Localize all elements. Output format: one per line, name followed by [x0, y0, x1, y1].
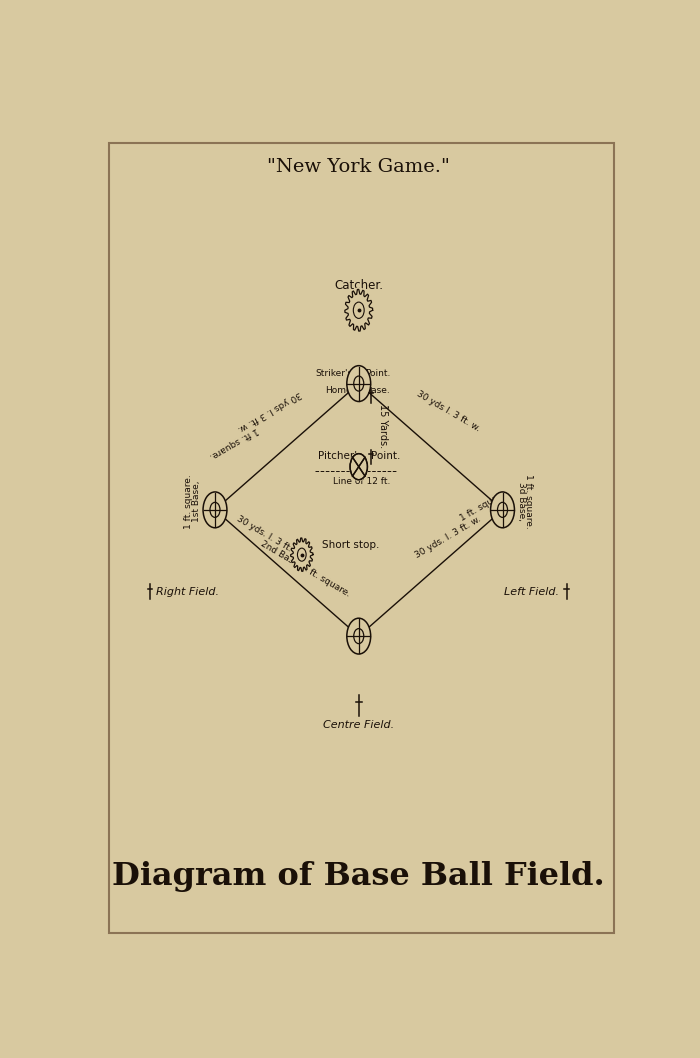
Text: 1 ft. square.: 1 ft. square. — [524, 474, 533, 529]
Text: Point.: Point. — [371, 451, 400, 461]
Text: Right Field.: Right Field. — [156, 587, 219, 597]
Text: Base.: Base. — [365, 386, 390, 395]
Circle shape — [349, 453, 368, 481]
Text: Catcher.: Catcher. — [335, 279, 384, 292]
Circle shape — [344, 288, 374, 333]
Text: 1st Base,: 1st Base, — [192, 481, 200, 523]
Text: 2nd Base, 1 ft. square.: 2nd Base, 1 ft. square. — [259, 540, 351, 599]
Text: Centre Field.: Centre Field. — [323, 720, 394, 730]
Circle shape — [491, 492, 514, 528]
Text: 1 ft. square.: 1 ft. square. — [207, 425, 259, 460]
Text: Point.: Point. — [365, 369, 391, 378]
Text: 30 yds l. 3 ft. w.: 30 yds l. 3 ft. w. — [236, 389, 302, 433]
Text: Home: Home — [326, 386, 352, 395]
Text: 30 yds. l. 3 ft. w.: 30 yds. l. 3 ft. w. — [414, 514, 483, 560]
Circle shape — [346, 366, 371, 401]
Text: Line of 12 ft.: Line of 12 ft. — [332, 477, 390, 486]
Text: 3d Base,: 3d Base, — [517, 482, 526, 522]
Text: 1 ft. square.: 1 ft. square. — [184, 474, 193, 529]
Text: 30 yds l. 3 ft. w.: 30 yds l. 3 ft. w. — [415, 389, 482, 433]
Circle shape — [346, 618, 371, 654]
Text: Striker's: Striker's — [315, 369, 352, 378]
Circle shape — [349, 453, 368, 481]
Text: 30 yds. l. 3 ft. w.: 30 yds. l. 3 ft. w. — [234, 514, 304, 560]
Circle shape — [203, 492, 227, 528]
Text: Pitcher's: Pitcher's — [318, 451, 363, 461]
Text: Left Field.: Left Field. — [505, 587, 559, 597]
Text: 1 ft. square.: 1 ft. square. — [458, 488, 510, 524]
Text: Diagram of Base Ball Field.: Diagram of Base Ball Field. — [113, 861, 605, 892]
Text: 15 Yards.: 15 Yards. — [378, 404, 388, 449]
Text: Short stop.: Short stop. — [323, 540, 380, 550]
Text: "New York Game.": "New York Game." — [267, 158, 450, 176]
Circle shape — [290, 536, 314, 572]
